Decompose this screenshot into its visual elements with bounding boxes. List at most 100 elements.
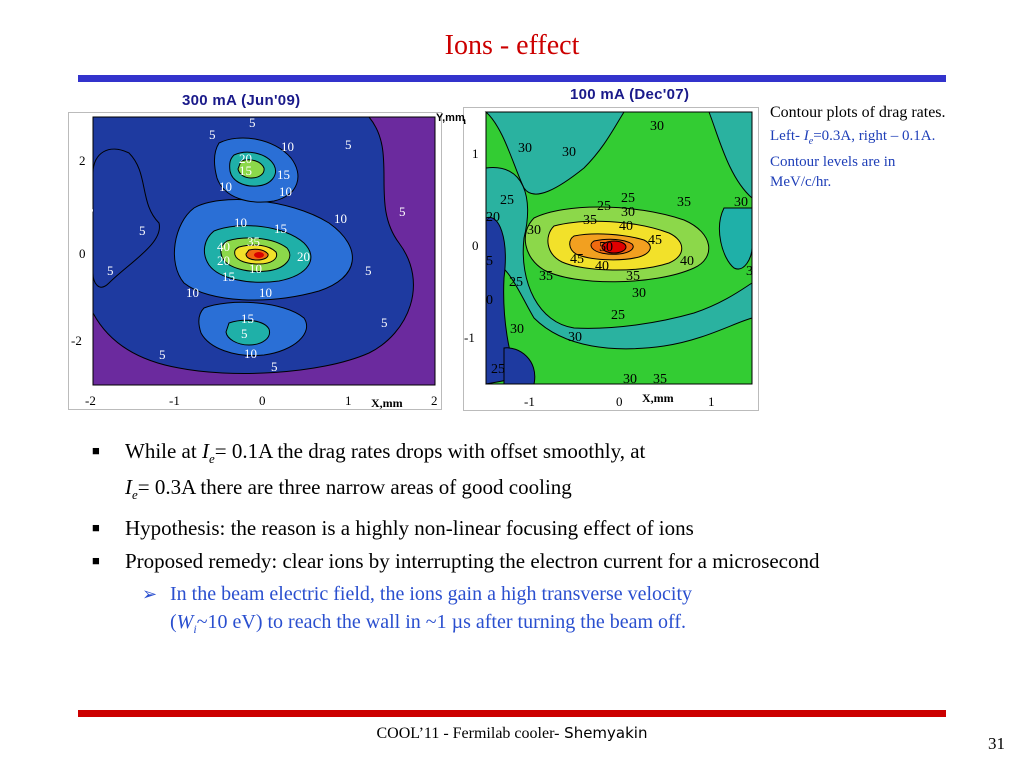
figure-caption: Contour plots of drag rates. Left- Ie=0.… bbox=[770, 102, 950, 192]
left-contour-label: 10 bbox=[259, 285, 272, 300]
right-contour-label: 35 bbox=[539, 269, 553, 284]
right-x-axis-label: X,mm bbox=[642, 391, 674, 405]
left-contour-label: 35 bbox=[247, 234, 260, 249]
right-contour-label: 30 bbox=[632, 286, 646, 301]
left-contour-plot: 5 5 5 10 20 15 15 10 10 5 5 10 15 10 5 4… bbox=[68, 112, 442, 410]
right-contour-label: 30 bbox=[527, 223, 541, 238]
caption-line-2: Left- Ie=0.3A, right – 0.1A. Contour lev… bbox=[770, 128, 936, 190]
left-contour-label: 5 bbox=[209, 127, 216, 142]
left-contour-label: 15 bbox=[274, 221, 287, 236]
left-contour-label: 5 bbox=[399, 204, 406, 219]
right-contour-label: 45 bbox=[570, 252, 584, 267]
right-contour-label: 0 bbox=[486, 293, 493, 308]
left-contour-label: 10 bbox=[234, 215, 247, 230]
left-contour-label: 15 bbox=[239, 163, 252, 178]
right-contour-label: 50 bbox=[599, 240, 613, 255]
left-contour-label: 15 bbox=[277, 167, 290, 182]
left-contour-label: 10 bbox=[186, 285, 199, 300]
left-contour-label: 10 bbox=[334, 211, 347, 226]
left-x-tick: 2 bbox=[431, 393, 438, 408]
left-contour-label: 5 bbox=[159, 347, 166, 362]
right-contour-label: 30 bbox=[562, 145, 576, 160]
left-plot-label: 300 mA (Jun'09) bbox=[182, 92, 301, 109]
left-contour-label: 10 bbox=[281, 139, 294, 154]
right-contour-label: 35 bbox=[653, 372, 667, 387]
left-contour-label: 20 bbox=[217, 253, 230, 268]
bullet-list: ■ While at Ie= 0.1A the drag rates drops… bbox=[92, 437, 942, 643]
right-contour-label: 3 bbox=[746, 264, 753, 279]
left-contour-label: 15 bbox=[222, 269, 235, 284]
left-contour-svg: 5 5 5 10 20 15 15 10 10 5 5 10 15 10 5 4… bbox=[71, 115, 438, 410]
sub-bullet-item: ➢ In the beam electric field, the ions g… bbox=[92, 580, 942, 643]
right-contour-label: 25 bbox=[509, 275, 523, 290]
right-y-tick: 0 bbox=[472, 238, 479, 253]
right-y-tick: 1 bbox=[472, 146, 479, 161]
right-contour-label: 45 bbox=[648, 233, 662, 248]
left-contour-label: 10 bbox=[219, 179, 232, 194]
left-contour-label: 5 bbox=[241, 326, 248, 341]
bullet-item-2: ■ Hypothesis: the reason is a highly non… bbox=[92, 516, 694, 541]
right-y-tick: -1 bbox=[464, 330, 475, 345]
left-contour-label: 10 bbox=[244, 346, 257, 361]
right-x-tick: 0 bbox=[616, 394, 623, 409]
right-contour-label: 30 bbox=[510, 322, 524, 337]
right-contour-label: 25 bbox=[491, 362, 505, 377]
right-contour-label: 30 bbox=[650, 119, 664, 134]
caption-line-1: Contour plots of drag rates. bbox=[770, 104, 946, 121]
right-contour-label: 30 bbox=[568, 330, 582, 345]
right-contour-label: 40 bbox=[680, 254, 694, 269]
left-contour-label: 5 bbox=[139, 223, 146, 238]
footer-author: Shemyakin bbox=[559, 724, 648, 742]
left-contour-label: 5 bbox=[107, 263, 114, 278]
left-y-tick: 2 bbox=[79, 153, 86, 168]
right-x-tick: -1 bbox=[524, 394, 535, 409]
left-x-tick: -1 bbox=[169, 393, 180, 408]
left-x-tick: -2 bbox=[85, 393, 96, 408]
right-contour-svg: 30 30 30 25 25 25 30 35 30 35 30 20 5 0 … bbox=[438, 111, 753, 409]
right-contour-label: 25 bbox=[597, 199, 611, 214]
right-contour-label: 30 bbox=[734, 195, 748, 210]
left-contour-label: 10 bbox=[249, 261, 262, 276]
right-contour-label: 25 bbox=[621, 191, 635, 206]
square-bullet-icon: ■ bbox=[92, 553, 100, 569]
square-bullet-icon: ■ bbox=[92, 520, 100, 536]
square-bullet-icon: ■ bbox=[92, 443, 100, 458]
right-contour-label: 30 bbox=[518, 141, 532, 156]
left-contour-label: 10 bbox=[279, 184, 292, 199]
right-contour-label: 35 bbox=[583, 213, 597, 228]
right-contour-label: 40 bbox=[619, 219, 633, 234]
right-contour-label: 30 bbox=[621, 205, 635, 220]
right-contour-plot: 30 30 30 25 25 25 30 35 30 35 30 20 5 0 … bbox=[438, 107, 759, 411]
right-x-tick: 1 bbox=[708, 394, 715, 409]
left-contour-label: 5 bbox=[345, 137, 352, 152]
arrow-bullet-icon: ➢ bbox=[142, 584, 158, 605]
left-contour-label: 5 bbox=[381, 315, 388, 330]
left-contour-label: 5 bbox=[249, 115, 256, 130]
bullet-item-1: ■ While at Ie= 0.1A the drag rates drops… bbox=[92, 439, 646, 503]
left-contour-label: 40 bbox=[217, 239, 230, 254]
left-x-tick: 1 bbox=[345, 393, 352, 408]
right-contour-label: 25 bbox=[500, 193, 514, 208]
bottom-rule bbox=[78, 710, 946, 717]
left-contour-label: 5 bbox=[271, 359, 278, 374]
left-contour-label: 15 bbox=[241, 311, 254, 326]
right-contour-label: 5 bbox=[486, 254, 493, 269]
right-contour-label: 30 bbox=[623, 372, 637, 387]
left-contour-label: 20 bbox=[239, 151, 252, 166]
page-number: 31 bbox=[988, 734, 1005, 753]
left-y-tick: -2 bbox=[71, 333, 82, 348]
right-contour-label: 40 bbox=[595, 259, 609, 274]
left-contour-label: 5 bbox=[365, 263, 372, 278]
right-contour-label: 20 bbox=[486, 210, 500, 225]
right-y-axis-label-outer: Y,mm bbox=[436, 112, 465, 124]
slide-footer: COOL’11 - Fermilab cooler- Shemyakin bbox=[0, 724, 1024, 743]
right-contour-label: 25 bbox=[611, 308, 625, 323]
left-x-tick: 0 bbox=[259, 393, 266, 408]
right-contour-label: 35 bbox=[626, 269, 640, 284]
right-plot-label: 100 mA (Dec'07) bbox=[570, 86, 690, 103]
footer-text: COOL’11 - Fermilab cooler- bbox=[376, 725, 560, 742]
left-y-tick: 0 bbox=[79, 246, 86, 261]
left-contour-label: 5 bbox=[87, 201, 94, 216]
slide-title: Ions - effect bbox=[444, 30, 580, 61]
right-contour-label: 35 bbox=[677, 195, 691, 210]
